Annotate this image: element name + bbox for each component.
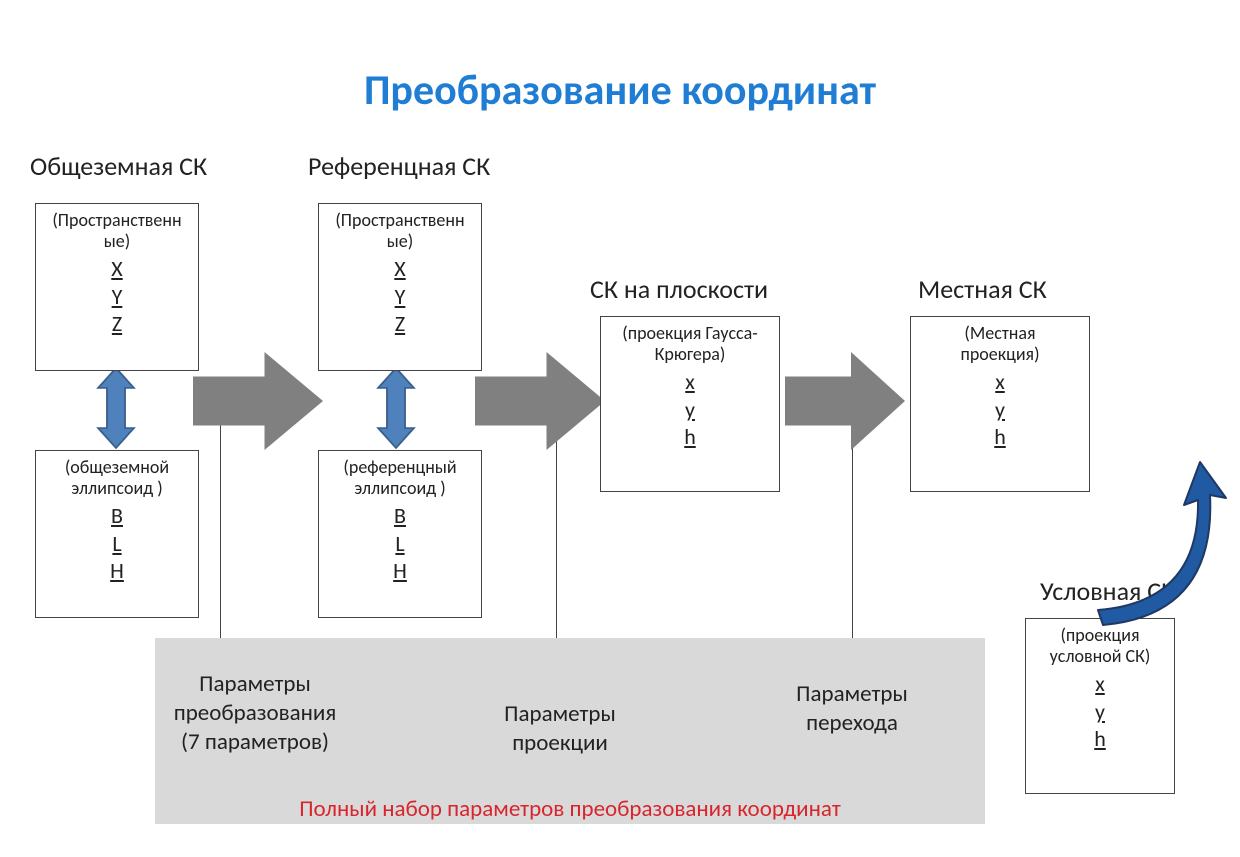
box-subtitle2: условной СК)	[1050, 645, 1151, 667]
arrow-right-2	[475, 352, 605, 450]
arrow-right-3	[785, 352, 905, 450]
coord: H	[36, 557, 198, 585]
box-subtitle2: ые)	[104, 230, 130, 252]
panel-label-1: Параметры преобразования (7 параметров)	[145, 670, 365, 756]
label-line: перехода	[806, 709, 898, 737]
coord: Z	[319, 310, 481, 338]
label-line: Параметры	[796, 680, 908, 708]
coord: L	[36, 530, 198, 558]
box-subtitle: (общеземной	[65, 456, 169, 478]
box-col3: (проекция Гаусса-Крюгера) x y h	[600, 316, 780, 492]
coord: x	[601, 368, 779, 396]
box-col1-top: (Пространственные) X Y Z	[35, 203, 199, 371]
box-col2-top: (Пространственные) X Y Z	[318, 203, 482, 371]
label-line: преобразования	[174, 699, 337, 727]
coord: h	[911, 423, 1089, 451]
box-col1-bot: (общеземнойэллипсоид ) B L H	[35, 450, 199, 618]
arrow-updown-1	[98, 368, 134, 448]
label-line: Параметры	[199, 670, 311, 698]
label-line: проекции	[512, 729, 608, 757]
box-subtitle: (проекция Гаусса-	[622, 322, 757, 344]
box-subtitle: (референцный	[343, 456, 456, 478]
panel-footer: Полный набор параметров преобразования к…	[250, 795, 890, 823]
box-subtitle2: ые)	[387, 230, 413, 252]
header-col4: Местная СК	[918, 273, 1047, 305]
label-line: (7 параметров)	[181, 728, 329, 756]
coord: Z	[36, 310, 198, 338]
coord: h	[601, 423, 779, 451]
coord: y	[601, 396, 779, 424]
header-col3: СК на плоскости	[590, 273, 768, 305]
page-title: Преобразование координат	[0, 65, 1240, 116]
coord: Y	[319, 283, 481, 311]
coord: B	[319, 502, 481, 530]
box-subtitle2: Крюгера)	[655, 343, 726, 365]
panel-label-3: Параметры перехода	[742, 680, 962, 738]
label-line: Параметры	[504, 700, 616, 728]
header-col1: Общеземная СК	[30, 150, 207, 182]
box-subtitle: (Местная	[964, 322, 1035, 344]
box-col2-bot: (референцныйэллипсоид ) B L H	[318, 450, 482, 618]
curved-arrow-icon	[1088, 460, 1228, 635]
arrow-updown-2	[378, 368, 414, 448]
box-subtitle: (Пространственн	[335, 209, 464, 231]
box-subtitle2: эллипсоид )	[71, 477, 163, 499]
coord: x	[911, 368, 1089, 396]
box-subtitle2: эллипсоид )	[354, 477, 446, 499]
panel-label-2: Параметры проекции	[450, 700, 670, 758]
header-col2: Референцная СК	[308, 150, 490, 182]
coord: y	[911, 396, 1089, 424]
coord: Y	[36, 283, 198, 311]
box-col5: (проекцияусловной СК) x y h	[1025, 618, 1175, 794]
arrow-right-1	[193, 352, 323, 450]
coord: X	[36, 255, 198, 283]
box-col4: (Местнаяпроекция) x y h	[910, 316, 1090, 492]
coord: y	[1026, 698, 1174, 726]
coord: B	[36, 502, 198, 530]
coord: H	[319, 557, 481, 585]
coord: X	[319, 255, 481, 283]
coord: x	[1026, 670, 1174, 698]
coord: h	[1026, 725, 1174, 753]
box-subtitle: (Пространственн	[52, 209, 181, 231]
box-subtitle2: проекция)	[960, 343, 1039, 365]
coord: L	[319, 530, 481, 558]
